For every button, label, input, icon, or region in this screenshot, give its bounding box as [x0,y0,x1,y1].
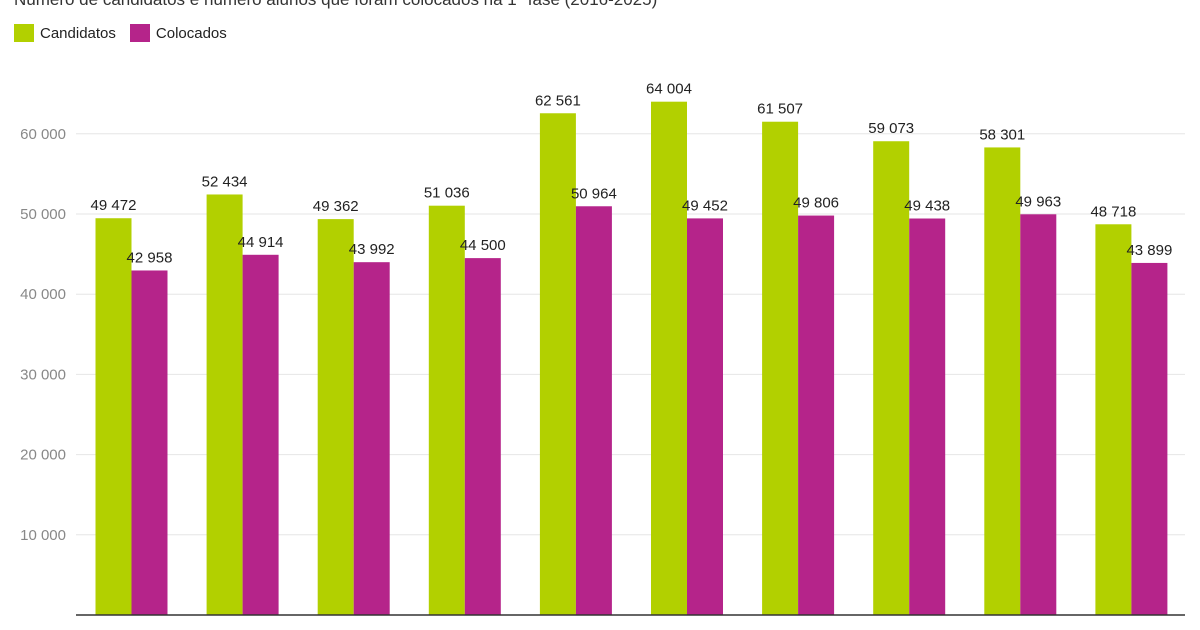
data-label: 49 806 [793,195,839,212]
bar-candidatos-2023 [873,141,910,615]
data-label: 49 438 [904,198,950,215]
data-label: 50 964 [571,185,617,202]
data-label: 58 301 [979,126,1025,143]
legend-item-candidatos[interactable]: Candidatos [14,24,116,42]
x-tick-label: 2025 [1115,627,1148,630]
x-tick-label: 2021 [670,627,703,630]
bar-candidatos-2017 [206,194,243,616]
data-label: 51 036 [424,185,470,202]
bar-colocados-2020 [575,206,612,615]
legend-swatch-colocados [129,24,150,42]
bar-colocados-2019 [464,258,501,615]
legend-label-colocados: Colocados [155,24,227,42]
legend: Candidatos Colocados [14,24,227,42]
data-label: 64 004 [646,81,692,98]
data-label: 61 507 [757,101,803,118]
data-label: 49 452 [682,197,728,214]
y-tick-label: 30 000 [20,366,66,383]
data-label: 44 914 [238,234,284,251]
bar-colocados-2024 [1020,214,1057,615]
y-tick-label: 50 000 [20,206,66,223]
bar-colocados-2018 [353,262,390,615]
data-label: 43 899 [1126,242,1172,259]
data-label: 62 561 [535,92,581,109]
chart-title: Número de candidatos e número alunos que… [14,0,657,10]
y-tick-label: 10 000 [20,527,66,544]
y-tick-label: 20 000 [20,447,66,464]
x-tick-label: 2023 [893,627,926,630]
bar-candidatos-2024 [984,147,1021,616]
x-tick-label: 2017 [226,627,259,630]
bar-candidatos-2022 [762,121,799,615]
y-tick-label: 40 000 [20,286,66,303]
data-label: 44 500 [460,237,506,254]
bar-colocados-2023 [909,218,946,615]
legend-swatch-candidatos [14,24,34,42]
x-tick-label: 2020 [559,627,592,630]
legend-item-colocados[interactable]: Colocados [129,24,227,42]
bar-colocados-2016 [131,270,168,615]
bar-colocados-2021 [687,218,723,615]
data-label: 48 718 [1090,203,1136,220]
data-label: 49 963 [1015,193,1061,210]
x-tick-label: 2019 [448,627,481,630]
x-tick-label: 2022 [781,627,814,630]
data-label: 59 073 [868,120,914,137]
y-tick-label: 60 000 [20,126,66,143]
data-label: 52 434 [202,173,248,190]
legend-label-candidatos: Candidatos [40,24,116,42]
data-label: 43 992 [349,241,395,258]
x-tick-label: 2024 [1004,627,1037,630]
x-tick-label: 2018 [337,627,370,630]
bar-candidatos-2021 [651,101,687,615]
bar-colocados-2022 [798,215,835,615]
bar-candidatos-2016 [95,218,132,615]
x-tick-label: 2016 [115,627,148,630]
bar-candidatos-2019 [428,205,465,615]
data-label: 42 958 [127,249,173,266]
bar-colocados-2017 [242,254,279,615]
data-label: 49 472 [91,197,137,214]
bar-candidatos-2018 [317,219,354,615]
bar-candidatos-2020 [539,113,576,616]
bar-candidatos-2025 [1095,224,1132,615]
bar-colocados-2025 [1131,262,1168,615]
data-label: 49 362 [313,198,359,215]
